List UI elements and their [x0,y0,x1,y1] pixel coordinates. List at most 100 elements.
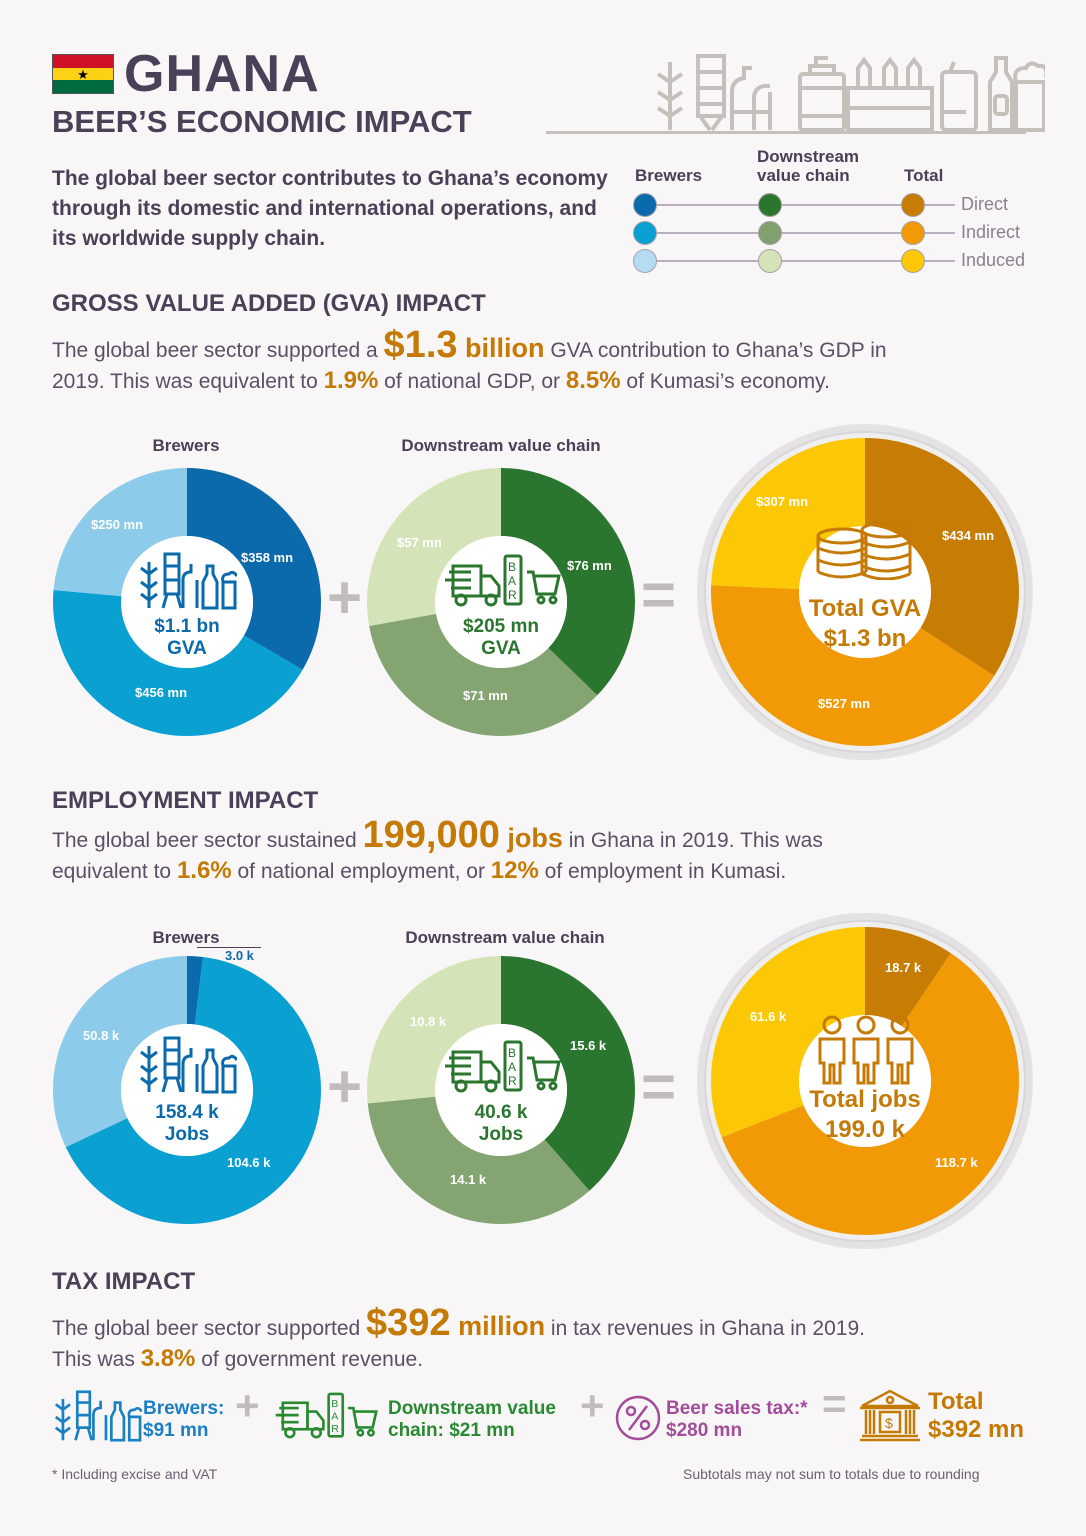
gva-summary: The global beer sector supported a $1.3 … [52,324,887,394]
gva-total-direct-label: $434 mn [942,528,995,543]
gva-downstream-center-value: $205 mn [462,616,540,637]
jobs-downstream-chart-title: Downstream value chain [405,928,605,947]
legend-connector-induced [645,260,955,262]
gva-total-donut-chart: $434 mn $527 mn $307 mn Total GVA $1.3 b… [690,408,1040,776]
jobs-downstream-induced-label: 10.8 k [410,1014,447,1029]
legend-label-direct: Direct [961,194,1009,214]
brewery-icon [54,1390,142,1442]
gva-total-indirect-label: $527 mn [818,696,871,711]
legend-swatch-downstream-indirect [758,221,782,245]
svg-text:A: A [508,1060,516,1074]
equals-icon: = [822,1380,847,1427]
tax-downstream-label: Downstream value [388,1398,556,1419]
gva-heading: GROSS VALUE ADDED (GVA) IMPACT [52,290,486,317]
people-icon [818,1015,914,1085]
tax-brewers-value: $91 mn [143,1420,209,1441]
gva-total-induced-label: $307 mn [756,494,809,509]
legend-label-induced: Induced [961,250,1026,270]
svg-text:A: A [331,1411,339,1423]
gva-brewers-direct-label: $358 mn [241,550,294,565]
jobs-total-donut-chart: 18.7 k 118.7 k 61.6 k Total jobs 199.0 k [690,897,1040,1265]
plus-icon: + [235,1382,260,1429]
ghana-flag-icon: ★ [52,54,114,94]
gva-brewers-center-value: $1.1 bn [154,616,220,637]
gva-downstream-direct-label: $76 mn [567,558,612,573]
legend-swatch-total-direct [901,193,925,217]
jobs-brewers-chart-title: Brewers [152,928,220,947]
shelf-divider [546,131,1026,134]
footnote-excise: * Including excise and VAT [52,1466,218,1482]
distribution-retail-icon: BAR [445,1040,561,1093]
svg-text:B: B [508,560,516,574]
percent-icon [615,1395,661,1441]
legend-header-downstream-line2: value chain [757,166,850,185]
jobs-brewers-direct-label: 3.0 k [225,948,254,963]
jobs-brewers-induced-label: 50.8 k [83,1028,120,1043]
beer-production-illustration-icon [656,54,1045,132]
legend-swatch-downstream-direct [758,193,782,217]
legend-connector-direct [645,204,955,206]
legend-swatch-brewers-induced [633,249,657,273]
tax-total-label: Total [928,1388,984,1415]
legend-header-brewers: Brewers [635,166,703,185]
jobs-total-induced-label: 61.6 k [750,1009,787,1024]
jobs-downstream-center-value: 40.6 k [474,1102,528,1123]
tax-downstream-value: chain: $21 mn [388,1420,515,1441]
legend-label-indirect: Indirect [961,222,1021,242]
page-title: GHANA [124,45,320,103]
jobs-downstream-indirect-label: 14.1 k [450,1172,487,1187]
jobs-total-center-value: 199.0 k [824,1116,906,1143]
plus-icon: + [580,1382,605,1429]
equals-icon: = [641,1053,677,1120]
legend-swatch-total-induced [901,249,925,273]
gva-downstream-indirect-label: $71 mn [463,688,508,703]
legend-swatch-brewers-indirect [633,221,657,245]
brewery-icon [140,1036,237,1094]
svg-text:$: $ [885,1415,893,1431]
svg-text:R: R [508,588,517,602]
legend-header-downstream-line1: Downstream [757,147,860,166]
coins-icon [816,522,912,580]
jobs-brewers-indirect-label: 104.6 k [227,1155,271,1170]
employment-heading: EMPLOYMENT IMPACT [52,787,319,814]
gva-brewers-indirect-label: $456 mn [135,685,188,700]
svg-text:R: R [508,1074,517,1088]
gva-total-center-value: $1.3 bn [823,625,907,652]
jobs-total-center-label: Total jobs [809,1086,921,1113]
svg-text:B: B [331,1398,338,1410]
intro-text: The global beer sector contributes to Gh… [52,167,608,250]
footnote-rounding: Subtotals may not sum to totals due to r… [683,1466,980,1482]
distribution-retail-icon: BAR [275,1392,378,1439]
tax-brewers-label: Brewers: [143,1398,225,1419]
gva-total-center-label: Total GVA [808,595,922,622]
tax-summary: The global beer sector supported $392 mi… [52,1302,865,1372]
plus-icon: + [327,564,363,631]
distribution-retail-icon: BAR [445,554,561,607]
legend-header-total: Total [904,166,944,185]
tax-sales-label: Beer sales tax:* [666,1398,808,1419]
bank-icon: $ [860,1389,920,1442]
employment-summary: The global beer sector sustained 199,000… [52,814,823,884]
page-subtitle: BEER’S ECONOMIC IMPACT [52,104,472,139]
jobs-total-direct-label: 18.7 k [885,960,922,975]
svg-text:B: B [508,1046,516,1060]
legend-swatch-downstream-induced [758,249,782,273]
gva-brewers-donut-chart: $358 mn $456 mn $250 mn $1.1 bn GVA [53,468,321,736]
gva-downstream-chart-title: Downstream value chain [401,436,601,455]
tax-total-value: $392 mn [928,1416,1025,1443]
svg-text:R: R [331,1423,339,1435]
gva-brewers-chart-title: Brewers [152,436,220,455]
equals-icon: = [641,561,677,628]
jobs-brewers-center-value: 158.4 k [155,1102,219,1123]
jobs-total-indirect-label: 118.7 k [935,1155,978,1170]
gva-brewers-induced-label: $250 mn [91,517,144,532]
jobs-downstream-center-unit: Jobs [478,1124,524,1145]
svg-text:A: A [508,574,516,588]
tax-sales-value: $280 mn [666,1420,743,1441]
legend-swatch-total-indirect [901,221,925,245]
legend-connector-indirect [645,232,955,234]
jobs-downstream-direct-label: 15.6 k [570,1038,607,1053]
jobs-brewers-donut-chart: 3.0 k 104.6 k 50.8 k 158.4 k Jobs [53,947,321,1224]
